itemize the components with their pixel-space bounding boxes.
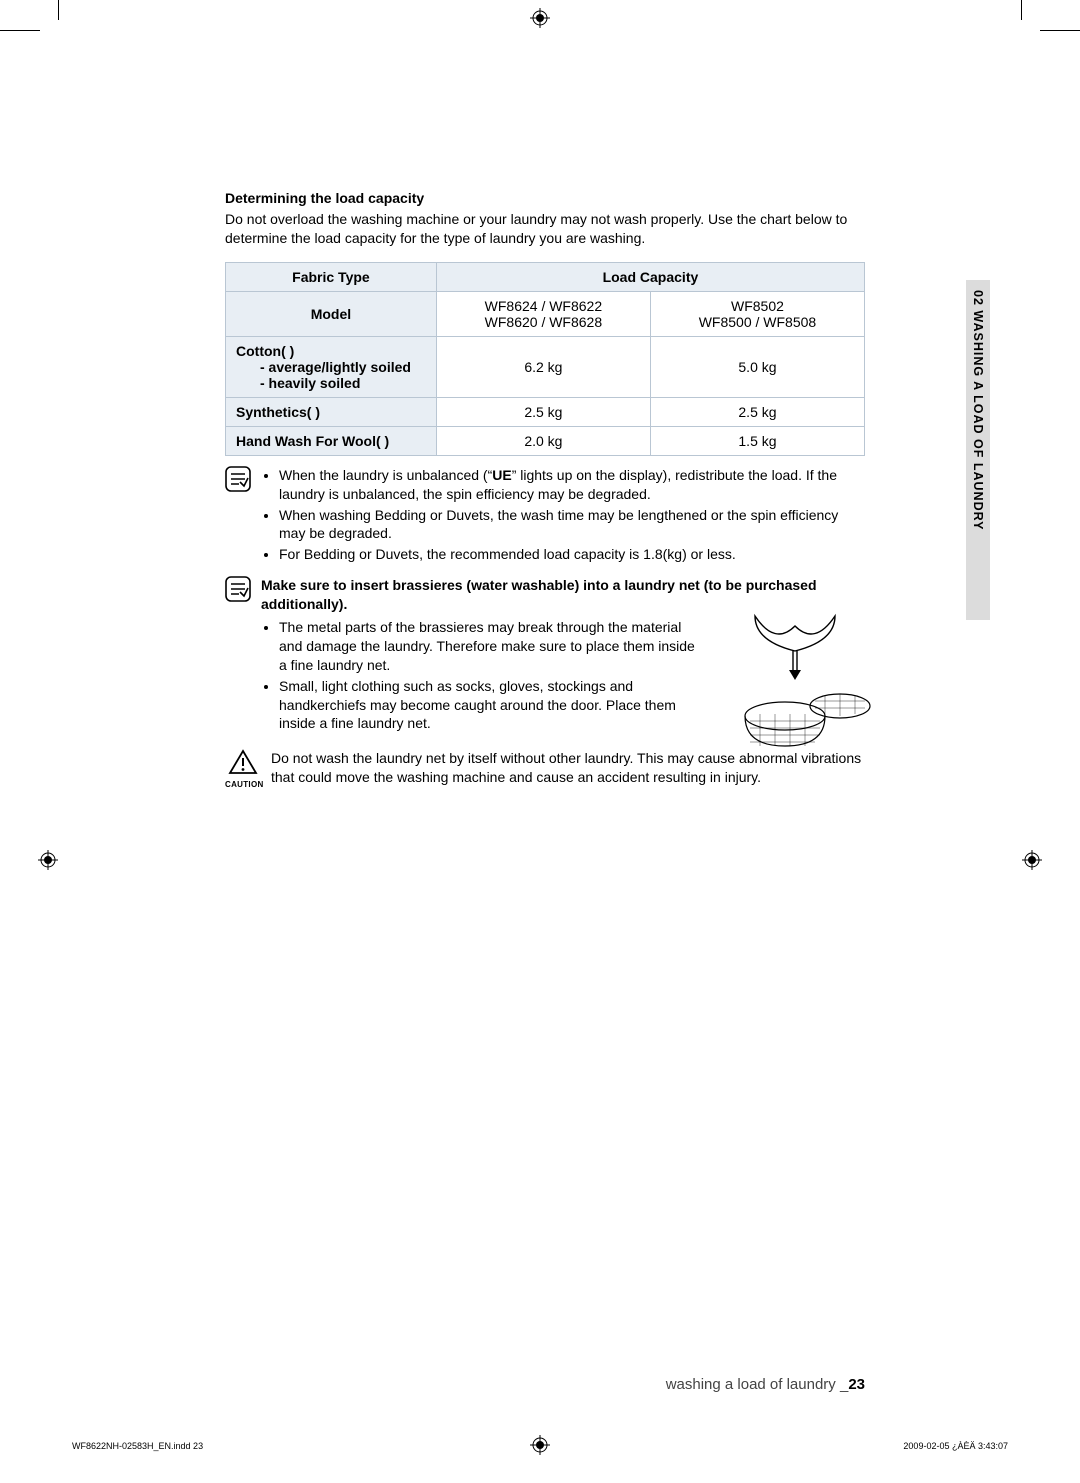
row-synthetics: Synthetics( ) <box>226 397 437 426</box>
note-item: When the laundry is unbalanced (“UE” lig… <box>279 466 865 504</box>
print-footer: WF8622NH-02583H_EN.indd 23 2009-02-05 ¿À… <box>72 1441 1008 1451</box>
model-col-2: WF8502 WF8500 / WF8508 <box>650 291 864 336</box>
row-cotton: Cotton( ) - average/lightly soiled - hea… <box>226 336 437 397</box>
note-item: Small, light clothing such as socks, glo… <box>279 677 695 734</box>
note-block-2: Make sure to insert brassieres (water wa… <box>225 576 865 735</box>
page-content: Determining the load capacity Do not ove… <box>225 190 865 789</box>
note-item: When washing Bedding or Duvets, the wash… <box>279 506 865 544</box>
note-item: For Bedding or Duvets, the recommended l… <box>279 545 865 564</box>
crop-mark <box>1040 30 1080 31</box>
note-icon <box>225 466 251 566</box>
note-list: When the laundry is unbalanced (“UE” lig… <box>261 466 865 564</box>
caution-label: CAUTION <box>225 780 261 789</box>
footer-text: washing a load of laundry _ <box>666 1376 849 1393</box>
crop-mark <box>1021 0 1022 20</box>
note-item: The metal parts of the brassieres may br… <box>279 618 695 675</box>
print-footer-right: 2009-02-05 ¿ÀÈÄ 3:43:07 <box>903 1441 1008 1451</box>
registration-mark-icon <box>1022 850 1042 870</box>
registration-mark-icon <box>38 850 58 870</box>
page-number: 23 <box>848 1376 865 1393</box>
th-load: Load Capacity <box>436 262 864 291</box>
intro-text: Do not overload the washing machine or y… <box>225 210 865 248</box>
note-icon <box>225 576 251 735</box>
load-capacity-table: Fabric Type Load Capacity Model WF8624 /… <box>225 262 865 456</box>
th-fabric: Fabric Type <box>226 262 437 291</box>
cell: 2.5 kg <box>436 397 650 426</box>
caution-icon: CAUTION <box>225 749 261 789</box>
cell: 2.0 kg <box>436 426 650 455</box>
crop-mark <box>58 0 59 20</box>
cell: 2.5 kg <box>650 397 864 426</box>
cell: 5.0 kg <box>650 336 864 397</box>
note-block-1: When the laundry is unbalanced (“UE” lig… <box>225 466 865 566</box>
registration-mark-icon <box>530 8 550 28</box>
print-footer-left: WF8622NH-02583H_EN.indd 23 <box>72 1441 203 1451</box>
crop-mark <box>0 30 40 31</box>
cell: 6.2 kg <box>436 336 650 397</box>
section-tab-label: 02 WASHING A LOAD OF LAUNDRY <box>971 290 985 531</box>
section-tab: 02 WASHING A LOAD OF LAUNDRY <box>966 280 990 620</box>
model-col-1: WF8624 / WF8622 WF8620 / WF8628 <box>436 291 650 336</box>
cell: 1.5 kg <box>650 426 864 455</box>
th-model: Model <box>226 291 437 336</box>
section-heading: Determining the load capacity <box>225 190 865 206</box>
page-footer: washing a load of laundry _23 <box>225 1376 865 1393</box>
row-wool: Hand Wash For Wool( ) <box>226 426 437 455</box>
laundry-net-illustration-icon <box>715 596 875 756</box>
